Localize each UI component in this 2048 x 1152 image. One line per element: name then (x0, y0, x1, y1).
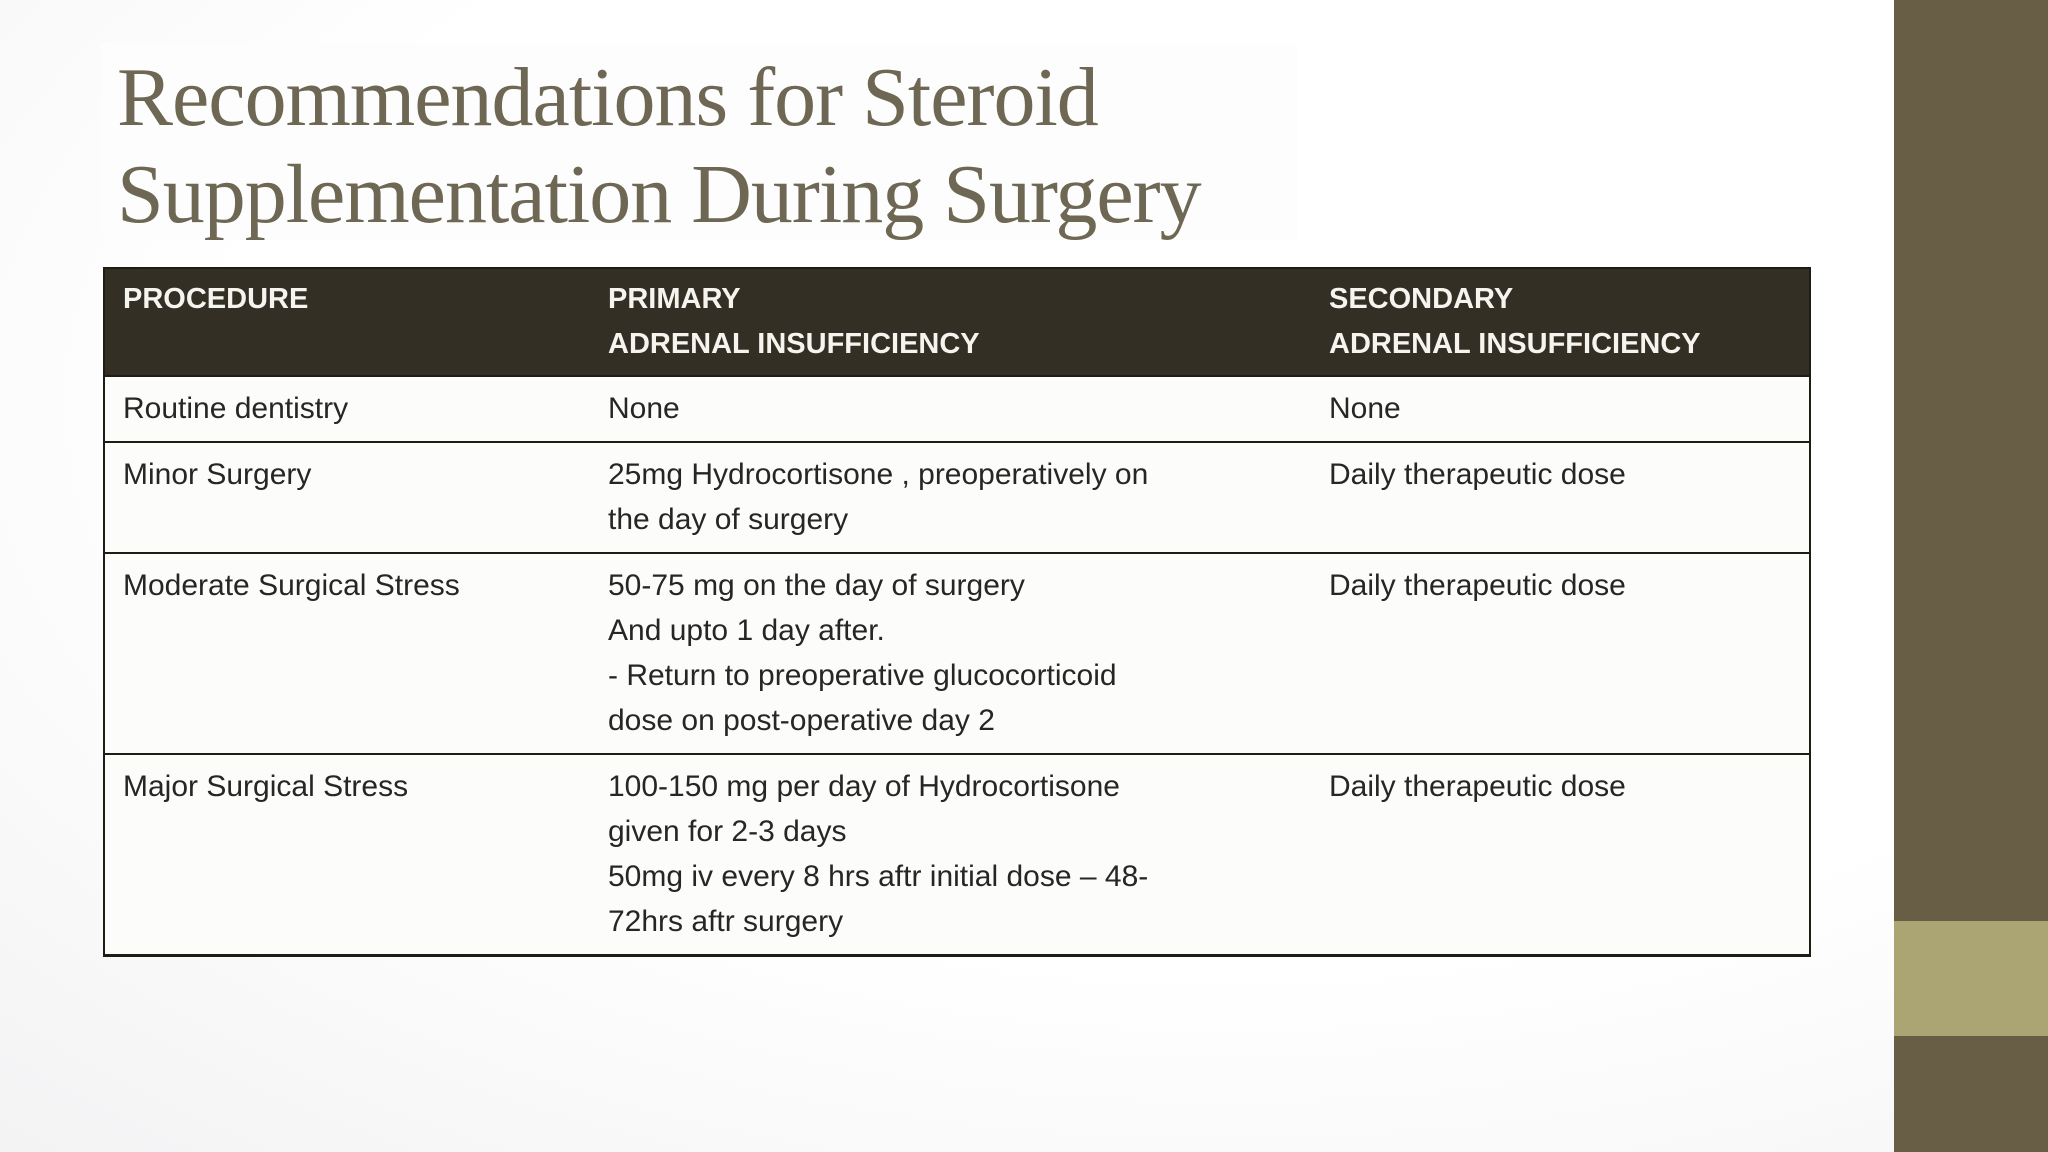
cell-line: None (608, 392, 680, 425)
header-line: ADRENAL INSUFFICIENCY (1329, 328, 1701, 360)
cell-line: dose on post-operative day 2 (608, 704, 995, 737)
cell-line: 100-150 mg per day of Hydrocortisone (608, 770, 1120, 803)
title-line-1: Recommendations for Steroid (117, 51, 1099, 144)
cell-procedure: Moderate Surgical Stress (104, 552, 590, 754)
cell-procedure: Routine dentistry (104, 375, 590, 442)
header-line: SECONDARY (1329, 283, 1514, 315)
cell-line: Minor Surgery (123, 458, 312, 491)
table-row-major-surgical-stress: Major Surgical Stress 100-150 mg per day… (104, 753, 1810, 956)
cell-primary: 100-150 mg per day of Hydrocortisone giv… (590, 753, 1311, 956)
cell-line: Daily therapeutic dose (1329, 569, 1626, 602)
header-line: PRIMARY (608, 283, 741, 315)
steroid-recommendations-table: PROCEDURE PRIMARY ADRENAL INSUFFICIENCY … (103, 267, 1811, 957)
cell-line: 25mg Hydrocortisone , preoperatively on (608, 458, 1149, 491)
cell-primary: 25mg Hydrocortisone , preoperatively on … (590, 441, 1311, 553)
cell-primary: 50-75 mg on the day of surgery And upto … (590, 552, 1311, 754)
cell-line: 50-75 mg on the day of surgery (608, 569, 1025, 602)
table-row-moderate-surgical-stress: Moderate Surgical Stress 50-75 mg on the… (104, 552, 1810, 754)
slide-title: Recommendations for Steroid Supplementat… (101, 43, 1297, 243)
col-header-primary: PRIMARY ADRENAL INSUFFICIENCY (590, 268, 1311, 376)
cell-line: None (1329, 392, 1401, 425)
cell-secondary: None (1311, 375, 1810, 442)
cell-secondary: Daily therapeutic dose (1311, 753, 1810, 956)
cell-line: 72hrs aftr surgery (608, 905, 844, 938)
cell-line: Daily therapeutic dose (1329, 458, 1626, 491)
cell-line: - Return to preoperative glucocorticoid (608, 659, 1117, 692)
title-box: Recommendations for Steroid Supplementat… (101, 43, 1297, 243)
cell-line: Routine dentistry (123, 392, 349, 425)
cell-line: the day of surgery (608, 503, 849, 536)
cell-secondary: Daily therapeutic dose (1311, 441, 1810, 553)
cell-line: given for 2-3 days (608, 815, 847, 848)
cell-line: Moderate Surgical Stress (123, 569, 460, 602)
accent-square (1894, 921, 2048, 1036)
table-row-minor-surgery: Minor Surgery 25mg Hydrocortisone , preo… (104, 441, 1810, 553)
cell-line: And upto 1 day after. (608, 614, 885, 647)
header-line: ADRENAL INSUFFICIENCY (608, 328, 980, 360)
cell-procedure: Major Surgical Stress (104, 753, 590, 956)
cell-line: Daily therapeutic dose (1329, 770, 1626, 803)
table-header-row: PROCEDURE PRIMARY ADRENAL INSUFFICIENCY … (104, 268, 1810, 376)
cell-primary: None (590, 375, 1311, 442)
cell-procedure: Minor Surgery (104, 441, 590, 553)
cell-line: 50mg iv every 8 hrs aftr initial dose – … (608, 860, 1149, 893)
header-line: PROCEDURE (123, 283, 309, 315)
cell-secondary: Daily therapeutic dose (1311, 552, 1810, 754)
cell-line: Major Surgical Stress (123, 770, 409, 803)
table-row-routine-dentistry: Routine dentistry None None (104, 375, 1810, 442)
col-header-procedure: PROCEDURE (104, 268, 590, 376)
title-line-2: Supplementation During Surgery (117, 148, 1202, 241)
col-header-secondary: SECONDARY ADRENAL INSUFFICIENCY (1311, 268, 1810, 376)
